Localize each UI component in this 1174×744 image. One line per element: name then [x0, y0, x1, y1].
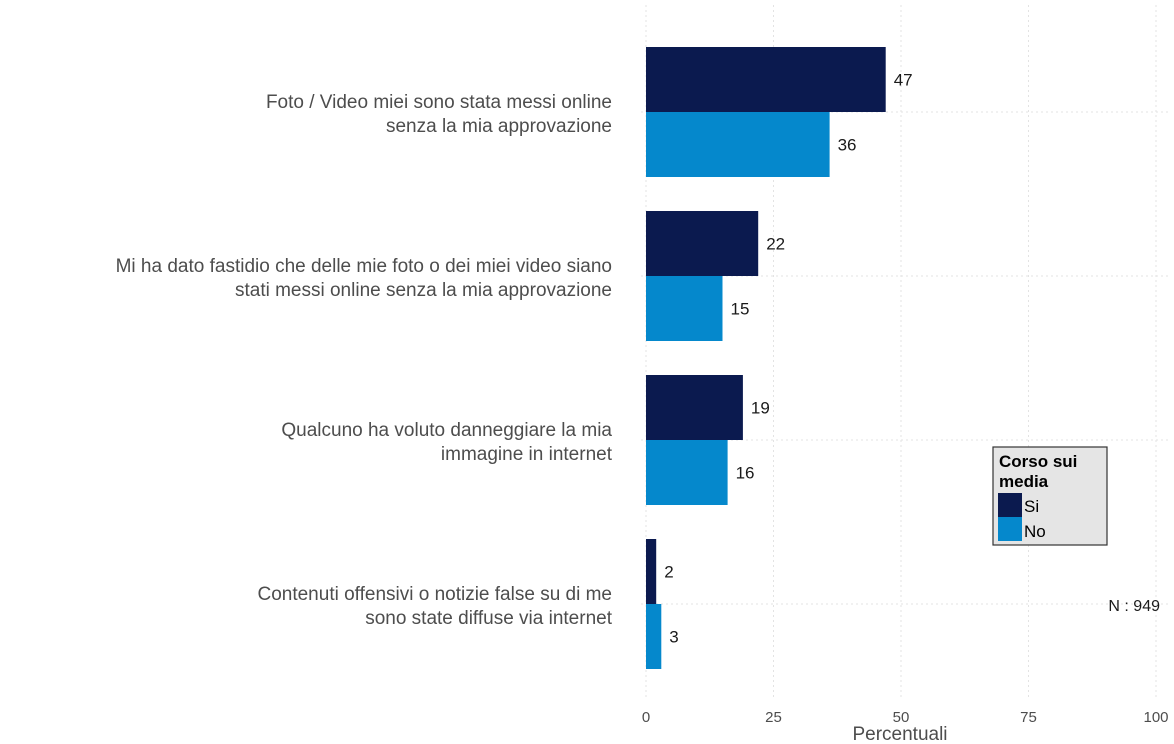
bar-si-2: [646, 375, 743, 440]
bar-si-3: [646, 539, 657, 604]
x-tick-label-25: 25: [765, 709, 782, 726]
data-label-si-3: 2: [664, 563, 673, 582]
category-label-2-line-1: immagine in internet: [441, 444, 613, 465]
legend-label-no: No: [1024, 522, 1046, 541]
category-label-3-line-1: sono state diffuse via internet: [365, 608, 613, 629]
category-label-2-line-0: Qualcuno ha voluto danneggiare la mia: [281, 420, 612, 441]
data-label-no-0: 36: [838, 136, 857, 155]
bar-no-3: [646, 604, 662, 669]
data-label-si-1: 22: [766, 235, 785, 254]
legend-swatch-si: [998, 493, 1022, 517]
category-label-0-line-1: senza la mia approvazione: [386, 116, 612, 137]
data-label-si-2: 19: [751, 399, 770, 418]
legend-title-line-1: Corso sui: [999, 452, 1077, 471]
legend-swatch-no: [998, 517, 1022, 541]
sample-size-note: N : 949: [1108, 598, 1160, 615]
legend: Corso sui media Si No: [992, 446, 1108, 546]
x-axis-ticks: 0 25 50 75 100: [642, 709, 1169, 726]
x-tick-label-100: 100: [1143, 709, 1168, 726]
bar-si-0: [646, 47, 886, 112]
bars: 47 36 22 15 19 16 2 3: [646, 47, 913, 669]
data-label-no-3: 3: [669, 628, 678, 647]
bar-si-1: [646, 211, 759, 276]
category-label-1-line-0: Mi ha dato fastidio che delle mie foto o…: [116, 256, 612, 277]
x-axis-title: Percentuali: [852, 724, 947, 744]
x-tick-label-50: 50: [893, 709, 910, 726]
x-tick-label-0: 0: [642, 709, 650, 726]
data-label-no-2: 16: [736, 464, 755, 483]
category-labels: Foto / Video miei sono stata messi onlin…: [116, 92, 613, 629]
legend-box: [992, 446, 1108, 546]
bar-no-1: [646, 276, 723, 341]
legend-label-si: Si: [1024, 497, 1039, 516]
bar-no-2: [646, 440, 728, 505]
x-tick-label-75: 75: [1020, 709, 1037, 726]
category-label-3-line-0: Contenuti offensivi o notizie false su d…: [257, 584, 612, 605]
data-label-no-1: 15: [731, 300, 750, 319]
legend-title-line-2: media: [999, 472, 1049, 491]
data-label-si-0: 47: [894, 71, 913, 90]
category-label-1-line-1: stati messi online senza la mia approvaz…: [235, 280, 612, 301]
category-label-0-line-0: Foto / Video miei sono stata messi onlin…: [266, 92, 612, 113]
bar-no-0: [646, 112, 830, 177]
